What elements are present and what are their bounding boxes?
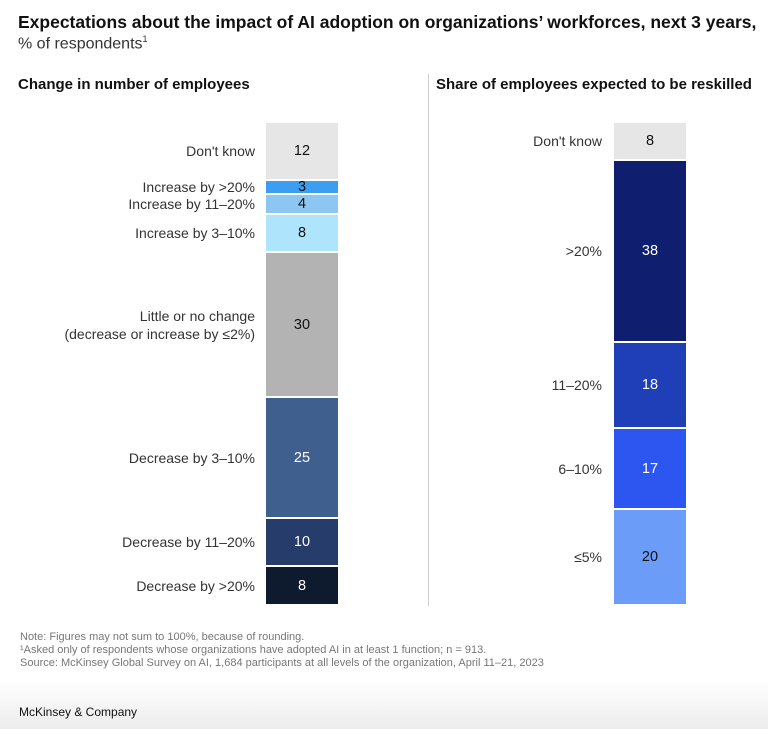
data-label: 18 bbox=[641, 377, 659, 393]
bar-segment: 8 bbox=[266, 214, 338, 252]
bar-segment: 8 bbox=[266, 567, 338, 604]
bar-segment: 3 bbox=[266, 179, 338, 196]
data-label: 8 bbox=[297, 225, 307, 242]
bar-segment: 4 bbox=[266, 195, 338, 213]
data-label: 3 bbox=[297, 179, 307, 196]
bar-segment: 8 bbox=[614, 123, 686, 160]
bar-segment: 20 bbox=[614, 510, 686, 604]
panel-divider bbox=[428, 74, 429, 606]
bar-segment: 17 bbox=[614, 429, 686, 509]
data-label: 25 bbox=[293, 449, 311, 466]
category-label: Don't know bbox=[533, 133, 602, 150]
brand-logo-text: McKinsey & Company bbox=[19, 705, 138, 719]
category-label: 11–20% bbox=[551, 377, 602, 394]
left-panel-title: Change in number of employees bbox=[18, 76, 250, 93]
category-label: Increase by >20% bbox=[142, 179, 255, 196]
notes: Note: Figures may not sum to 100%, becau… bbox=[20, 631, 544, 670]
category-label: Increase by 3–10% bbox=[135, 225, 255, 242]
footnote-marker: 1 bbox=[142, 34, 148, 44]
bar-segment: 38 bbox=[614, 161, 686, 341]
chart-title: Expectations about the impact of AI adop… bbox=[18, 12, 757, 32]
category-label: Little or no change (decrease or increas… bbox=[64, 307, 255, 342]
bar-segment: 30 bbox=[266, 253, 338, 397]
data-label: 30 bbox=[293, 316, 311, 333]
note-footnote: ¹Asked only of respondents whose organiz… bbox=[20, 644, 487, 656]
chart-subtitle: % of respondents1 bbox=[18, 34, 148, 53]
note-source: Source: McKinsey Global Survey on AI, 1,… bbox=[20, 657, 544, 669]
category-label: Decrease by 11–20% bbox=[122, 534, 255, 551]
category-label: Decrease by >20% bbox=[136, 577, 255, 594]
category-label: 6–10% bbox=[558, 460, 602, 477]
category-label: Decrease by 3–10% bbox=[128, 449, 255, 466]
data-label: 38 bbox=[641, 243, 659, 260]
category-label: >20% bbox=[565, 243, 602, 260]
data-label: 8 bbox=[645, 133, 655, 150]
right-panel-title: Share of employees expected to be reskil… bbox=[436, 76, 752, 93]
data-label: 17 bbox=[641, 460, 659, 477]
category-label: Don't know bbox=[186, 142, 255, 159]
category-label: Increase by 11–20% bbox=[128, 196, 255, 213]
bar-segment: 18 bbox=[614, 342, 686, 428]
data-label: 12 bbox=[293, 142, 311, 159]
data-label: 8 bbox=[297, 577, 307, 594]
bar-segment: 25 bbox=[266, 398, 338, 518]
note-rounding: Note: Figures may not sum to 100%, becau… bbox=[20, 631, 305, 643]
data-label: 20 bbox=[641, 549, 659, 566]
subtitle-text: % of respondents bbox=[18, 35, 143, 53]
data-label: 4 bbox=[297, 196, 307, 213]
bar-segment: 10 bbox=[266, 519, 338, 566]
bar-segment: 12 bbox=[266, 123, 338, 179]
category-label: ≤5% bbox=[574, 549, 602, 566]
footer-band bbox=[0, 680, 768, 729]
data-label: 10 bbox=[293, 534, 311, 551]
